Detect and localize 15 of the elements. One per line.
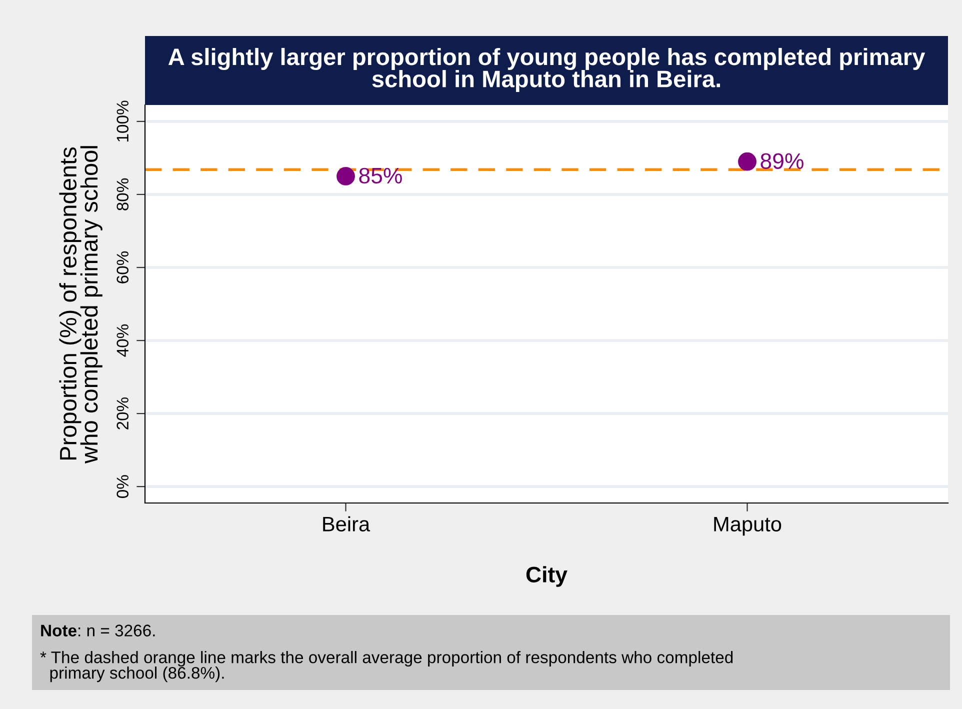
x-tick-label: Beira <box>323 516 370 532</box>
y-tick-label: 40% <box>116 324 129 357</box>
data-label: 89% <box>760 153 804 169</box>
x-axis-title: City <box>526 566 568 587</box>
data-label: 85% <box>359 168 402 184</box>
y-tick-label: 20% <box>116 397 129 430</box>
text: Note: n = 3266. <box>41 624 155 636</box>
y-tick-label: 60% <box>116 251 129 284</box>
y-tick-label: 0% <box>116 475 129 498</box>
y-tick-label: 80% <box>116 178 129 210</box>
y-tick-label: 100% <box>116 100 129 142</box>
y-axis-title: Proportion (%) of respondents who completed primary school <box>59 146 102 464</box>
x-tick-label: Maputo <box>714 516 782 536</box>
chart-title: A slightly larger proportion of young people has completed primary school in Maputo than in Beira. <box>168 48 926 92</box>
text: * The dashed orange line marks the overall average proportion of respondents who completed primary school (86.8%). <box>40 651 733 682</box>
